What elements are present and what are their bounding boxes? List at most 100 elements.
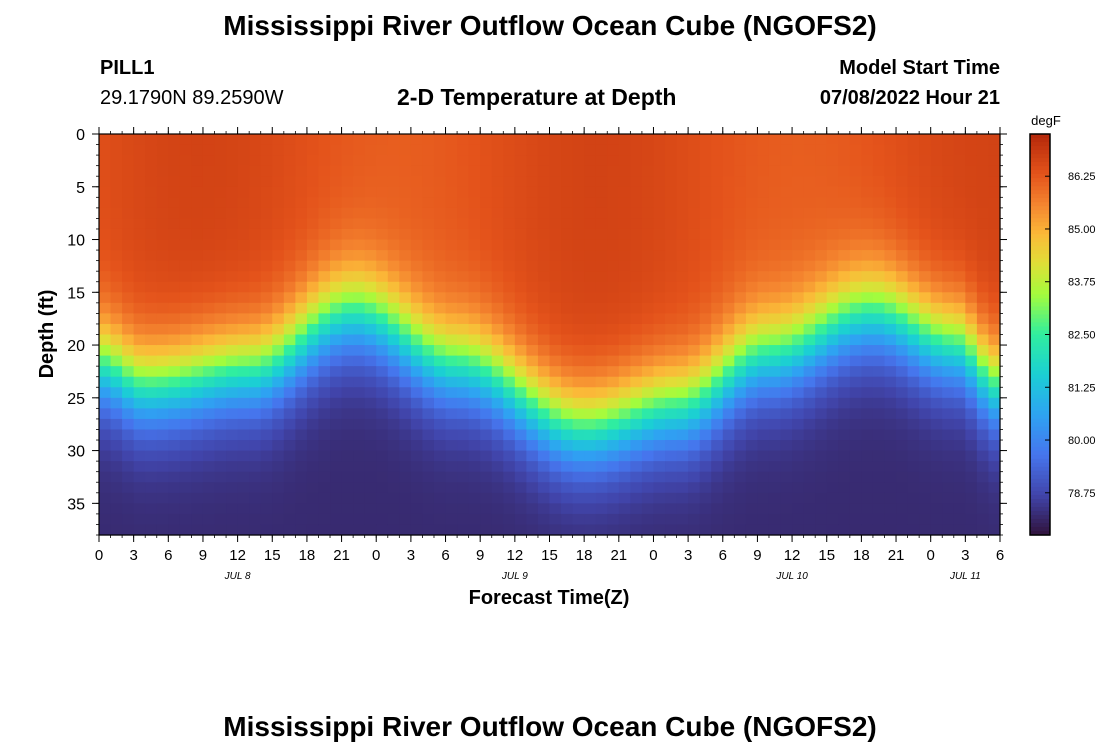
heatmap-cell <box>283 503 296 515</box>
heatmap-cell <box>861 228 874 241</box>
heatmap-cell <box>364 482 377 494</box>
heatmap-cell <box>306 524 320 536</box>
heatmap-cell <box>214 482 227 494</box>
heatmap-cell <box>815 482 828 494</box>
heatmap-cell <box>110 440 123 452</box>
heatmap-cell <box>838 207 851 220</box>
heatmap-cell <box>630 482 643 494</box>
heatmap-cell <box>433 323 447 336</box>
heatmap-cell <box>792 207 805 220</box>
heatmap-cell <box>537 492 551 504</box>
heatmap-cell <box>318 492 331 504</box>
heatmap-cell <box>410 376 424 388</box>
heatmap-cell <box>272 397 285 409</box>
heatmap-cell <box>630 260 643 272</box>
heatmap-cell <box>653 302 666 314</box>
heatmap-cell <box>283 165 296 177</box>
heatmap-cell <box>815 440 828 452</box>
heatmap-cell <box>179 387 193 399</box>
heatmap-cell <box>387 144 400 156</box>
y-tick-label: 25 <box>67 391 85 408</box>
heatmap-cell <box>803 281 816 293</box>
heatmap-cell <box>988 418 1001 431</box>
heatmap-cell <box>815 165 828 177</box>
heatmap-cell <box>330 134 343 146</box>
heatmap-cell <box>896 207 909 220</box>
heatmap-cell <box>295 207 308 220</box>
heatmap-cell <box>953 207 966 220</box>
heatmap-cell <box>283 355 296 367</box>
heatmap-cell <box>641 461 655 473</box>
heatmap-cell <box>826 165 839 177</box>
heatmap-cell <box>341 408 354 420</box>
heatmap-cell <box>803 503 816 515</box>
heatmap-cell <box>433 440 447 452</box>
heatmap-cell <box>445 250 458 262</box>
heatmap-cell <box>976 334 990 346</box>
heatmap-cell <box>757 408 770 420</box>
heatmap-cell <box>133 260 146 272</box>
heatmap-cell <box>318 418 331 431</box>
colorbar-segment <box>1030 202 1050 207</box>
heatmap-cell <box>179 186 193 198</box>
heatmap-cell <box>618 155 631 167</box>
heatmap-cell <box>780 260 793 272</box>
heatmap-cell <box>665 450 678 462</box>
heatmap-cell <box>803 155 816 167</box>
heatmap-cell <box>156 450 169 462</box>
heatmap-cell <box>584 440 597 452</box>
heatmap-cell <box>133 471 146 483</box>
heatmap-cell <box>306 207 320 220</box>
heatmap-cell <box>815 197 828 209</box>
heatmap-cell <box>792 144 805 156</box>
heatmap-cell <box>387 387 400 399</box>
heatmap-cell <box>757 176 770 188</box>
heatmap-cell <box>537 239 551 251</box>
heatmap-cell <box>306 429 320 441</box>
heatmap-cell <box>468 271 481 283</box>
heatmap-cell <box>757 355 770 367</box>
heatmap-cell <box>191 155 204 167</box>
heatmap-cell <box>665 228 678 241</box>
heatmap-cell <box>318 387 331 399</box>
heatmap-cell <box>595 397 608 409</box>
heatmap-cell <box>884 513 897 526</box>
heatmap-cell <box>306 492 320 504</box>
heatmap-cell <box>630 155 643 167</box>
heatmap-cell <box>387 155 400 167</box>
heatmap-cell <box>272 271 285 283</box>
heatmap-cell <box>907 313 920 325</box>
heatmap-cell <box>260 482 273 494</box>
heatmap-cell <box>249 397 262 409</box>
heatmap-cell <box>318 524 331 536</box>
heatmap-cell <box>260 197 273 209</box>
colorbar-segment <box>1030 158 1050 163</box>
heatmap-cell <box>722 260 735 272</box>
heatmap-cell <box>353 260 366 272</box>
heatmap-cell <box>272 260 285 272</box>
heatmap-cell <box>376 323 389 336</box>
heatmap-cell <box>792 345 805 357</box>
heatmap-cell <box>711 250 724 262</box>
heatmap-cell <box>861 366 874 378</box>
heatmap-cell <box>872 376 886 388</box>
heatmap-cell <box>202 450 216 462</box>
heatmap-cell <box>330 218 343 230</box>
heatmap-cell <box>549 207 562 220</box>
heatmap-cell <box>757 450 770 462</box>
heatmap-cell <box>353 482 366 494</box>
heatmap-cell <box>792 450 805 462</box>
heatmap-cell <box>503 176 516 188</box>
heatmap-cell <box>861 323 874 336</box>
heatmap-cell <box>653 471 666 483</box>
heatmap-cell <box>792 134 805 146</box>
heatmap-cell <box>480 228 493 241</box>
heatmap-cell <box>191 513 204 526</box>
heatmap-cell <box>595 429 608 441</box>
heatmap-cell <box>306 450 320 462</box>
heatmap-cell <box>514 302 527 314</box>
heatmap-cell <box>491 513 504 526</box>
heatmap-cell <box>849 260 862 272</box>
heatmap-cell <box>826 418 839 431</box>
heatmap-cell <box>318 461 331 473</box>
